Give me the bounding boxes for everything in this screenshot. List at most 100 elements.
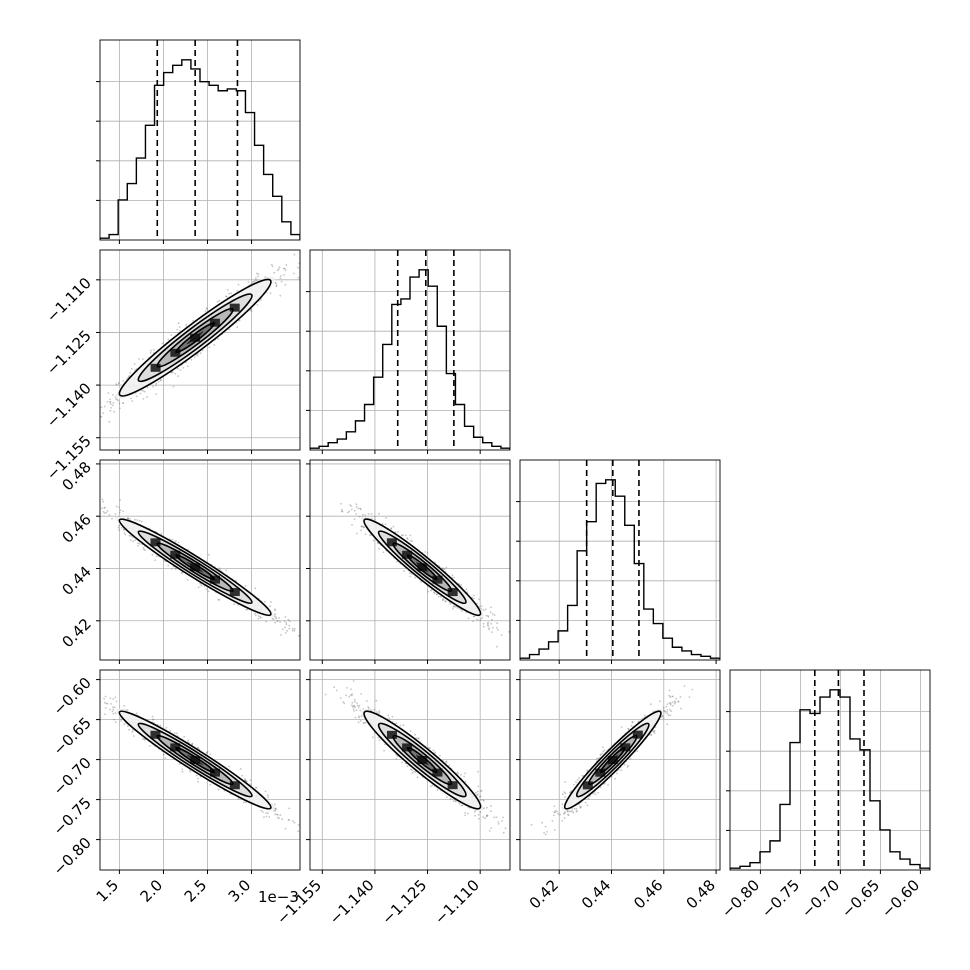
scatter-point: [402, 534, 404, 537]
scatter-point: [152, 349, 155, 351]
scatter-point: [355, 506, 358, 508]
scatter-point: [467, 617, 470, 620]
scatter-point: [139, 392, 142, 395]
scatter-point: [276, 269, 279, 272]
scatter-point: [103, 507, 106, 509]
scatter-point: [98, 705, 100, 707]
scatter-point: [362, 525, 364, 528]
scatter-point: [277, 268, 280, 271]
scatter-point: [253, 280, 256, 283]
scatter-point: [284, 269, 287, 272]
scatter-point: [151, 553, 154, 556]
scatter-point: [174, 372, 177, 375]
scatter-point: [115, 398, 117, 400]
scatter-point: [442, 568, 445, 571]
density-cell: [432, 575, 443, 584]
scatter-point: [95, 502, 97, 504]
scatter-panel-3-0: [96, 669, 331, 874]
scatter-point: [244, 585, 247, 587]
scatter-point: [461, 610, 463, 612]
scatter-point: [288, 620, 291, 623]
scatter-point: [472, 615, 475, 618]
contour-line: [175, 554, 215, 581]
scatter-point: [143, 548, 145, 551]
panel-frame: [309, 249, 511, 451]
scatter-point: [360, 529, 362, 532]
density-cell: [229, 588, 240, 597]
scatter-point: [199, 352, 202, 355]
scatter-point: [143, 390, 146, 393]
scatter-point: [357, 507, 360, 510]
scatter-point: [112, 712, 115, 715]
contour-line: [363, 518, 482, 617]
scatter-point: [329, 841, 331, 843]
scatter-point: [238, 319, 241, 322]
scatter-point: [445, 600, 447, 603]
scatter-point: [408, 572, 411, 575]
scatter-point: [206, 750, 209, 753]
scatter-point: [480, 605, 483, 607]
scatter-point: [260, 616, 262, 619]
scatter-point: [177, 322, 180, 325]
scatter-point: [181, 571, 184, 574]
scatter-point: [173, 732, 176, 734]
scatter-point: [284, 626, 287, 629]
scatter-point: [111, 710, 114, 713]
scatter-point: [276, 816, 279, 819]
scatter-point: [381, 522, 384, 525]
scatter-point: [427, 590, 430, 593]
scatter-point: [254, 587, 257, 590]
scatter-point: [204, 310, 207, 312]
scatter-point: [285, 264, 288, 266]
scatter-point: [270, 263, 273, 266]
scatter-point: [201, 349, 204, 352]
scatter-point: [206, 308, 209, 310]
scatter-point: [257, 273, 260, 276]
scatter-point: [176, 328, 179, 331]
scatter-point: [132, 540, 135, 543]
scatter-point: [86, 505, 88, 507]
scatter-point: [275, 616, 277, 619]
scatter-point: [411, 540, 413, 543]
scatter-point: [382, 551, 385, 554]
scatter-point: [314, 242, 316, 244]
scatter-point: [230, 292, 233, 295]
scatter-point: [271, 617, 274, 620]
scatter-point: [117, 399, 119, 402]
scatter-point: [175, 540, 177, 542]
scatter-point: [159, 379, 162, 381]
scatter-point: [207, 590, 210, 593]
scatter-point: [442, 598, 445, 601]
scatter-point: [190, 358, 193, 361]
scatter-point: [279, 294, 282, 297]
contour-line: [137, 293, 253, 383]
scatter-panel-2-1: [306, 459, 511, 664]
scatter-point: [110, 703, 112, 705]
scatter-point: [208, 346, 211, 349]
scatter-point: [127, 517, 129, 519]
scatter-point: [195, 774, 198, 777]
scatter-point: [283, 274, 285, 276]
scatter-point: [131, 400, 134, 402]
scatter-point: [209, 784, 212, 786]
scatter-point: [112, 698, 115, 700]
scatter-point: [472, 594, 475, 597]
scatter-point: [369, 534, 371, 536]
scatter-point: [256, 279, 258, 282]
density-cell: [209, 318, 220, 327]
scatter-point: [200, 584, 203, 587]
scatter-point: [259, 616, 261, 618]
scatter-point: [283, 267, 286, 270]
scatter-point: [426, 552, 429, 554]
histogram-panel-2: [516, 459, 721, 664]
scatter-point: [437, 595, 440, 598]
scatter-point: [275, 282, 277, 284]
contour-line: [406, 554, 438, 581]
scatter-point: [102, 500, 105, 503]
scatter-point: [187, 365, 189, 368]
scatter-point: [114, 513, 117, 515]
scatter-point: [155, 382, 158, 385]
scatter-point: [486, 624, 489, 626]
scatter-point: [409, 539, 412, 542]
